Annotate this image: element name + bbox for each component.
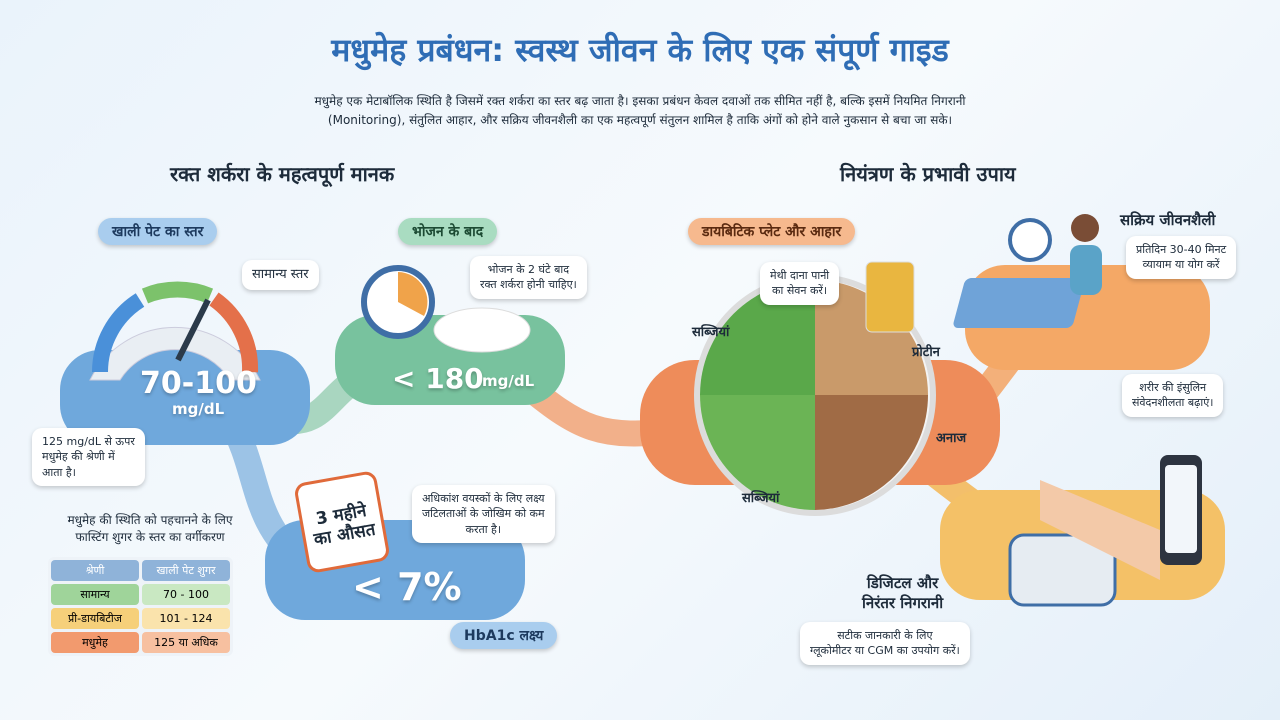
header-cell: खाली पेट शुगर [142,560,230,581]
plate-bubble: मेथी दाना पानी का सेवन करें। [760,262,840,305]
lifestyle-note: शरीर की इंसुलिन संवेदनशीलता बढ़ाएं। [1122,374,1224,417]
caption-line: मधुमेह की स्थिति को पहचानने के लिए [67,513,233,527]
header-cell: श्रेणी [51,560,139,581]
fasting-value: 70-100 [140,366,257,401]
plate-grain [815,395,929,510]
cell: प्री-डायबिटीज [51,608,139,629]
bubble-line: प्रतिदिन 30-40 मिनट [1136,243,1227,256]
table-header: श्रेणी खाली पेट शुगर [51,560,230,581]
plate-part: प्रोटीन [912,345,940,360]
intro-line: मधुमेह एक मेटाबॉलिक स्थिति है जिसमें रक्… [314,94,966,108]
gauge-band [92,293,145,373]
clock-face [398,272,428,316]
cell: 101 - 124 [142,608,230,629]
bubble-line: व्यायाम या योग करें [1142,258,1220,272]
postmeal-value: < 180 [392,362,484,395]
bubble-line: मेथी दाना पानी [770,269,830,282]
note-line: 125 mg/dL से ऊपर [42,435,135,448]
yoga-mat [953,278,1085,328]
glucometer [1008,533,1117,607]
monitoring-title: डिजिटल और निरंतर निगरानी [862,574,943,613]
bubble-line: रक्त शर्करा होनी चाहिए। [480,278,577,292]
table-row: सामान्य 70 - 100 [51,584,230,605]
plate-protein [815,280,929,395]
table-row: प्री-डायबिटीज 101 - 124 [51,608,230,629]
hba1c-value: < 7% [352,565,462,609]
bubble-line: करता है। [465,522,502,536]
plate-part: सब्जियां [742,491,780,506]
hba1c-label: HbA1c लक्ष्य [450,622,558,649]
lifestyle-title: सक्रिय जीवनशैली [1120,211,1216,229]
gauge-needle [175,298,211,362]
title-line: डिजिटल और [866,574,939,592]
hba1c-bubble: अधिकांश वयस्कों के लिए लक्ष्य जटिलताओं क… [412,485,555,544]
cell: 125 या अधिक [142,632,230,653]
plate-veg [700,395,815,510]
postmeal-unit: mg/dL [482,372,535,390]
meal-plate [433,307,531,353]
postmeal-bubble: भोजन के 2 घंटे बाद रक्त शर्करा होनी चाहि… [470,256,587,299]
glass [865,261,915,333]
fasting-unit: mg/dL [172,400,225,418]
title-line: निरंतर निगरानी [862,593,944,612]
bubble-line: ग्लूकोमीटर या CGM का उपयोग करें। [810,644,960,658]
person [1071,214,1099,242]
fasting-label: खाली पेट का स्तर [98,218,218,245]
bubble-line: सटीक जानकारी के लिए [837,629,933,642]
table-row: मधुमेह 125 या अधिक [51,632,230,653]
bubble-line: जटिलताओं के जोखिम को कम [422,507,545,521]
gauge-band [141,281,214,304]
bubble-line: का सेवन करें। [772,284,828,298]
plate-veg [700,280,815,395]
section-heading: नियंत्रण के प्रभावी उपाय [840,162,1016,186]
caption-line: फास्टिंग शुगर के स्तर का वर्गीकरण [75,529,225,544]
cell: 70 - 100 [142,584,230,605]
cell: मधुमेह [51,632,139,653]
monitoring-bubble: सटीक जानकारी के लिए ग्लूकोमीटर या CGM का… [800,622,970,665]
fasting-note: 125 mg/dL से ऊपर मधुमेह की श्रेणी में आत… [32,428,145,487]
plate-label: डायबिटिक प्लेट और आहार [688,218,856,245]
note-line: मधुमेह की श्रेणी में [42,450,115,464]
section-heading: रक्त शर्करा के महत्वपूर्ण मानक [170,162,395,186]
bubble-line: भोजन के 2 घंटे बाद [487,263,570,276]
fasting-bubble: सामान्य स्तर [242,260,319,291]
plate-part: अनाज [936,431,967,446]
gauge-band [209,292,259,373]
cell: सामान्य [51,584,139,605]
note-line: शरीर की इंसुलिन [1139,381,1207,394]
note-line: आता है। [42,465,76,479]
clock [1008,218,1052,262]
calendar [295,471,389,573]
intro: मधुमेह एक मेटाबॉलिक स्थिति है जिसमें रक्… [0,92,1280,129]
arm [1040,480,1160,580]
person [1070,245,1102,295]
phone-screen [1165,465,1197,553]
table-caption: मधुमेह की स्थिति को पहचानने के लिए फास्ट… [40,512,260,546]
plate-part: सब्जियां [692,325,730,340]
bubble-line: अधिकांश वयस्कों के लिए लक्ष्य [422,492,545,505]
note-line: संवेदनशीलता बढ़ाएं। [1132,396,1214,410]
intro-line: (Monitoring), संतुलित आहार, और सक्रिय जी… [327,112,953,127]
postmeal-label: भोजन के बाद [398,218,498,245]
gauge [89,326,261,381]
lifestyle-bubble: प्रतिदिन 30-40 मिनट व्यायाम या योग करें [1126,236,1237,279]
title: मधुमेह प्रबंधन: स्वस्थ जीवन के लिए एक सं… [331,31,949,69]
classification-table: श्रेणी खाली पेट शुगर सामान्य 70 - 100 प्री… [48,557,233,656]
